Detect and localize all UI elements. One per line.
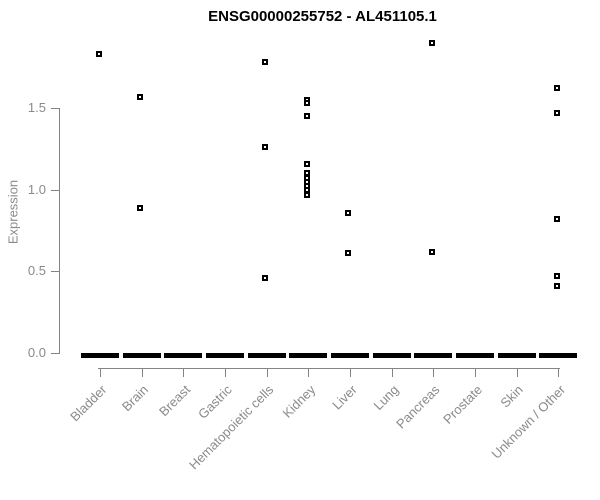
x-tick-mark (433, 368, 435, 377)
chart-title: ENSG00000255752 - AL451105.1 (208, 8, 437, 25)
zero-expression-dash (372, 353, 411, 358)
x-tick-label: Unknown / Other (488, 382, 568, 462)
data-point (262, 59, 269, 66)
data-point (553, 109, 560, 116)
x-tick-mark (308, 368, 310, 377)
zero-expression-dash (330, 353, 369, 358)
x-tick-mark (183, 368, 185, 377)
y-axis-line (59, 108, 60, 354)
x-tick-mark (224, 368, 226, 377)
x-tick-mark (474, 368, 476, 377)
x-tick-mark (266, 368, 268, 377)
data-point (137, 93, 144, 100)
x-tick-label: Gastric (194, 382, 235, 422)
data-point (553, 85, 560, 92)
zero-expression-dash (122, 353, 161, 358)
x-tick-label: Breast (155, 382, 193, 420)
zero-expression-dash (247, 353, 286, 358)
data-point (137, 204, 144, 211)
y-tick-mark (51, 353, 59, 354)
zero-expression-dash (539, 353, 578, 358)
x-tick-mark (558, 368, 560, 377)
data-point (345, 209, 352, 216)
zero-expression-dash (81, 353, 119, 358)
data-point (553, 216, 560, 223)
data-point (262, 144, 269, 151)
x-tick-mark (349, 368, 351, 377)
x-tick-label: Prostate (439, 382, 485, 427)
zero-expression-dash (455, 353, 494, 358)
zero-expression-dash (205, 353, 244, 358)
y-tick-label: 1.0 (27, 181, 46, 197)
data-point (553, 273, 560, 280)
data-point (553, 283, 560, 290)
x-tick-mark (391, 368, 393, 377)
data-point (303, 113, 310, 120)
x-tick-label: Liver (329, 382, 360, 413)
y-tick-label: 0.0 (27, 345, 46, 360)
x-tick-label: Lung (370, 382, 402, 414)
data-point (262, 274, 269, 281)
x-tick-label: Skin (497, 382, 527, 411)
zero-expression-dash (497, 353, 536, 358)
x-tick-mark (516, 368, 518, 377)
x-tick-mark (141, 368, 143, 377)
x-axis-line (98, 368, 561, 369)
zero-expression-dash (414, 353, 453, 358)
y-tick-label: 1.5 (27, 100, 46, 116)
data-point (303, 100, 310, 107)
data-point (345, 250, 352, 257)
zero-expression-dash (289, 353, 328, 358)
y-tick-mark (51, 108, 59, 110)
y-tick-mark (51, 271, 59, 273)
x-tick-mark (100, 368, 101, 377)
zero-expression-dash (164, 353, 203, 358)
y-tick-mark (51, 189, 59, 191)
data-point (303, 191, 310, 198)
x-tick-label: Kidney (279, 382, 318, 421)
data-point (95, 51, 102, 58)
data-point (303, 160, 310, 167)
x-tick-label: Pancreas (393, 382, 443, 432)
data-point (428, 39, 435, 46)
data-point (428, 248, 435, 255)
x-tick-label: Brain (119, 382, 152, 415)
y-tick-label: 0.5 (27, 263, 46, 279)
x-tick-label: Bladder (67, 382, 110, 425)
